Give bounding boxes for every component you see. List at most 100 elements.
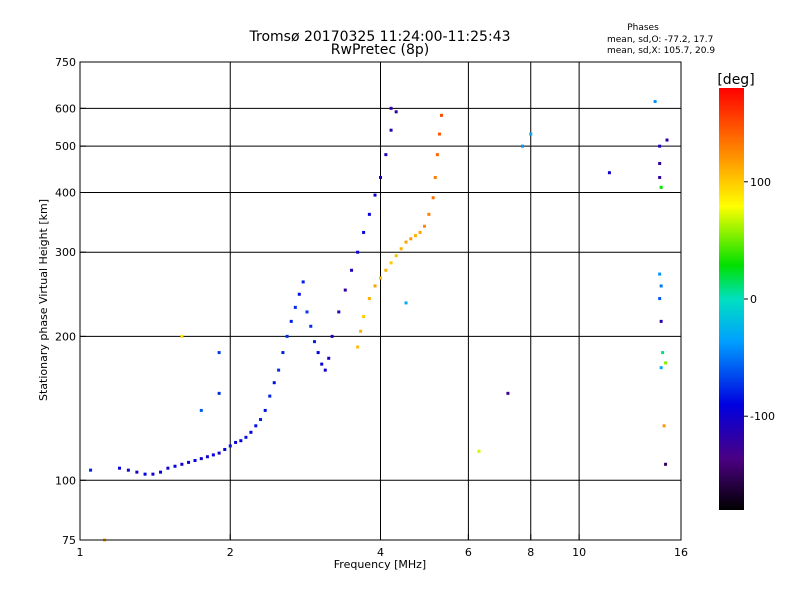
data-point-s2-10 xyxy=(520,144,524,148)
data-point-s0-28 xyxy=(285,334,289,338)
data-point-s1-18 xyxy=(435,153,439,157)
y-tick-label-100: 100 xyxy=(55,474,76,487)
data-point-s1-16 xyxy=(431,196,435,200)
data-point-s1-12 xyxy=(413,234,417,238)
data-point-s0-44 xyxy=(356,250,360,254)
data-point-s0-36 xyxy=(316,351,320,355)
stats-o-line: mean, sd,O: -77.2, 17.7 xyxy=(607,35,713,45)
chart-title: Tromsø 20170325 11:24:00-11:25:43 xyxy=(249,29,511,45)
data-point-s0-32 xyxy=(301,280,305,284)
data-point-s0-43 xyxy=(350,268,354,272)
data-point-s0-17 xyxy=(234,440,238,444)
data-point-s0-16 xyxy=(228,444,232,448)
y-tick-label-300: 300 xyxy=(55,246,76,259)
x-tick-label-8: 8 xyxy=(527,546,534,559)
y-tick-label-400: 400 xyxy=(55,186,76,199)
data-point-s2-11 xyxy=(529,132,533,136)
y-axis-label: Stationary phase Virtual Height [km] xyxy=(37,199,50,401)
data-point-s0-24 xyxy=(268,394,272,398)
chart-subtitle: RwPretec (8p) xyxy=(331,42,429,58)
data-point-s0-20 xyxy=(249,430,253,434)
data-point-s0-46 xyxy=(367,212,371,216)
data-point-s1-13 xyxy=(418,230,422,234)
data-point-s0-10 xyxy=(193,458,197,462)
data-point-s2-14 xyxy=(658,144,662,148)
data-point-s0-11 xyxy=(199,457,203,461)
colorbar-tick-label-100: 100 xyxy=(750,176,771,189)
data-point-s0-4 xyxy=(151,472,155,476)
y-tick-label-500: 500 xyxy=(55,140,76,153)
data-point-s0-3 xyxy=(143,472,147,476)
data-point-s0-38 xyxy=(323,368,327,372)
grid-layer xyxy=(80,62,681,540)
data-point-s1-11 xyxy=(409,237,413,241)
data-point-s2-18 xyxy=(658,272,662,276)
data-point-s2-26 xyxy=(665,138,669,142)
data-point-s2-17 xyxy=(659,185,663,189)
data-point-s0-2 xyxy=(135,470,139,474)
data-point-s0-0 xyxy=(118,466,122,470)
data-point-s0-7 xyxy=(173,464,177,468)
data-point-s0-27 xyxy=(281,351,285,355)
data-point-s1-19 xyxy=(437,132,441,136)
data-point-s0-19 xyxy=(244,435,248,439)
data-point-s1-6 xyxy=(384,268,388,272)
y-tick-label-600: 600 xyxy=(55,102,76,115)
data-point-s0-23 xyxy=(263,408,267,412)
data-point-s0-15 xyxy=(223,447,227,451)
data-point-s0-33 xyxy=(305,310,309,314)
data-point-s0-49 xyxy=(384,153,388,157)
data-point-s0-13 xyxy=(211,453,215,457)
y-tick-label-750: 750 xyxy=(55,56,76,69)
data-point-s0-14 xyxy=(217,451,221,455)
data-point-s1-20 xyxy=(440,113,444,117)
colorbar-label: [deg] xyxy=(717,72,754,88)
data-point-s2-21 xyxy=(659,319,663,323)
data-point-s2-0 xyxy=(89,468,93,472)
data-point-s2-25 xyxy=(664,462,668,466)
data-point-s0-48 xyxy=(379,175,382,179)
data-point-s0-18 xyxy=(239,439,243,443)
data-point-s1-8 xyxy=(394,254,398,258)
colorbar-tick-label-0: 0 xyxy=(750,293,757,306)
data-point-s2-15 xyxy=(658,161,662,165)
data-point-s0-22 xyxy=(259,418,263,422)
data-point-s0-21 xyxy=(254,424,258,428)
data-point-s2-23 xyxy=(659,366,663,370)
data-point-s1-9 xyxy=(399,247,403,251)
data-point-s1-0 xyxy=(356,345,360,349)
data-point-s0-9 xyxy=(187,460,191,464)
data-point-s1-15 xyxy=(427,212,431,216)
data-point-s1-5 xyxy=(379,276,382,280)
x-axis-ticks: 1 2 4 6 8 10 16 xyxy=(77,534,688,559)
data-point-s0-45 xyxy=(362,230,366,234)
data-points xyxy=(89,100,669,542)
data-point-s0-40 xyxy=(330,334,334,338)
x-tick-label-2: 2 xyxy=(227,546,234,559)
data-point-s2-9 xyxy=(506,391,510,395)
y-axis-ticks: 75 100 200 300 400 500 600 750 xyxy=(55,56,86,547)
data-point-s0-31 xyxy=(297,292,301,296)
colorbar-tick-label--100: -100 xyxy=(750,410,775,423)
data-point-s2-22 xyxy=(661,351,665,355)
data-point-s2-19 xyxy=(659,284,663,288)
data-point-s2-24 xyxy=(662,424,666,428)
data-point-s1-7 xyxy=(389,261,393,265)
data-point-s0-41 xyxy=(337,310,341,314)
data-point-s0-34 xyxy=(309,324,313,328)
data-point-s2-20 xyxy=(658,297,662,301)
x-tick-label-4: 4 xyxy=(377,546,384,559)
data-point-s2-3 xyxy=(199,408,203,412)
colorbar xyxy=(719,88,744,510)
data-point-s1-2 xyxy=(362,315,366,319)
data-point-s2-2 xyxy=(180,334,184,338)
x-tick-label-16: 16 xyxy=(674,546,688,559)
data-point-s2-27 xyxy=(664,361,668,365)
x-tick-label-10: 10 xyxy=(572,546,586,559)
data-point-s2-13 xyxy=(653,100,657,104)
data-point-s0-39 xyxy=(327,356,331,360)
data-point-s1-17 xyxy=(433,175,437,179)
data-point-s1-10 xyxy=(404,240,408,244)
data-point-s2-12 xyxy=(607,171,611,175)
data-point-s2-8 xyxy=(477,449,481,453)
